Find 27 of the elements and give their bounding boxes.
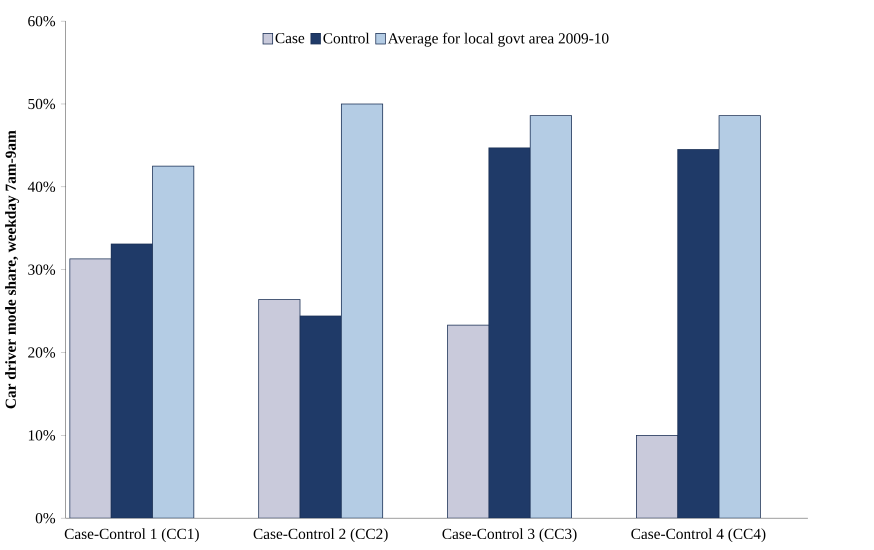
bar	[636, 434, 678, 518]
y-axis-title: Car driver mode share, weekday 7am-9am	[5, 130, 20, 408]
x-tick-label: Case-Control 1 (CC1)	[64, 528, 199, 542]
x-tick-label: Case-Control 3 (CC3)	[442, 528, 577, 542]
bar	[110, 244, 153, 518]
bar	[300, 316, 342, 518]
bar	[718, 115, 761, 518]
y-tick-label: 10%	[28, 430, 56, 441]
bar	[340, 104, 384, 518]
y-tick-label: 40%	[28, 182, 56, 192]
bar	[530, 115, 572, 518]
bar	[677, 149, 720, 518]
y-tick-label: 60%	[28, 16, 56, 26]
y-tick-label: 20%	[28, 347, 56, 358]
x-tick-label: Case-Control 2 (CC2)	[254, 528, 388, 542]
y-tick-label: 0%	[36, 513, 56, 524]
bar	[488, 148, 531, 518]
x-tick-label: Case-Control 4 (CC4)	[631, 528, 766, 542]
bar	[258, 299, 300, 518]
legend-label: Average for local govt area 2009-10	[388, 32, 608, 47]
bar	[152, 166, 194, 518]
legend-label: Control	[323, 32, 370, 44]
legend-label: Case	[276, 32, 304, 44]
y-tick-label: 30%	[28, 264, 56, 275]
bar	[69, 258, 112, 518]
bar	[447, 324, 490, 518]
y-tick-label: 50%	[28, 98, 56, 110]
